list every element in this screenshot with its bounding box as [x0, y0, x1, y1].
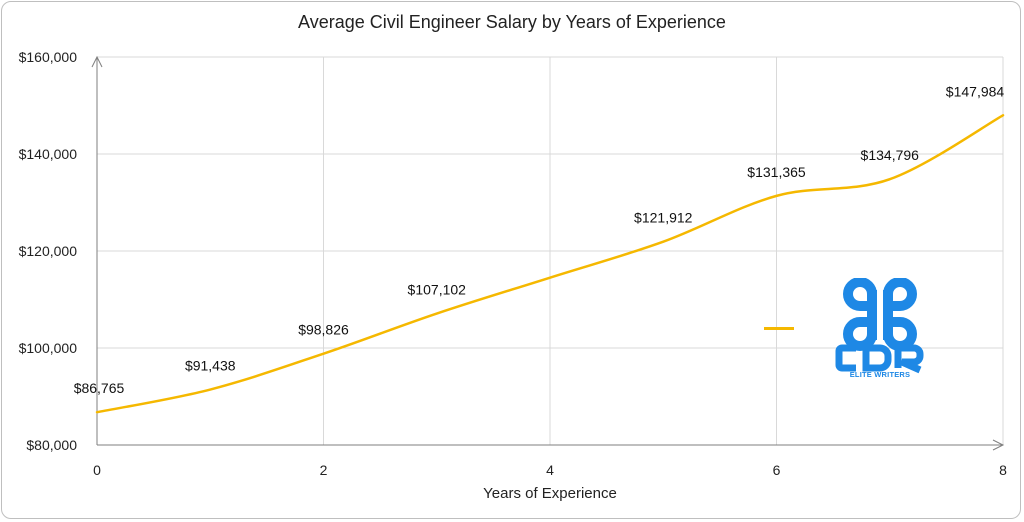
x-axis-title: Years of Experience	[483, 485, 617, 502]
data-label: $91,438	[185, 358, 236, 374]
data-label: $98,826	[298, 322, 349, 338]
logo-caption: ELITE WRITERS	[849, 370, 911, 379]
data-label: $134,796	[861, 147, 920, 163]
x-tick-label: 4	[546, 462, 554, 478]
y-tick-label: $160,000	[19, 49, 78, 65]
data-label: $131,365	[747, 164, 806, 180]
y-tick-label: $100,000	[19, 340, 78, 356]
x-tick-label: 6	[773, 462, 781, 478]
y-tick-label: $80,000	[26, 437, 77, 453]
y-tick-label: $140,000	[19, 146, 78, 162]
data-label: $147,984	[946, 83, 1005, 99]
x-axis-arrow	[992, 439, 1005, 451]
data-label: $86,765	[74, 380, 125, 396]
y-tick-label: $120,000	[19, 243, 78, 259]
y-axis-arrow	[91, 55, 103, 68]
legend-swatch	[764, 327, 794, 330]
cdr-logo	[835, 278, 924, 374]
data-label: $107,102	[408, 282, 467, 298]
x-tick-label: 2	[320, 462, 328, 478]
series-line	[95, 114, 1005, 414]
x-tick-label: 8	[999, 462, 1007, 478]
x-tick-label: 0	[93, 462, 101, 478]
data-label: $121,912	[634, 210, 693, 226]
chart-title: Average Civil Engineer Salary by Years o…	[298, 12, 726, 32]
